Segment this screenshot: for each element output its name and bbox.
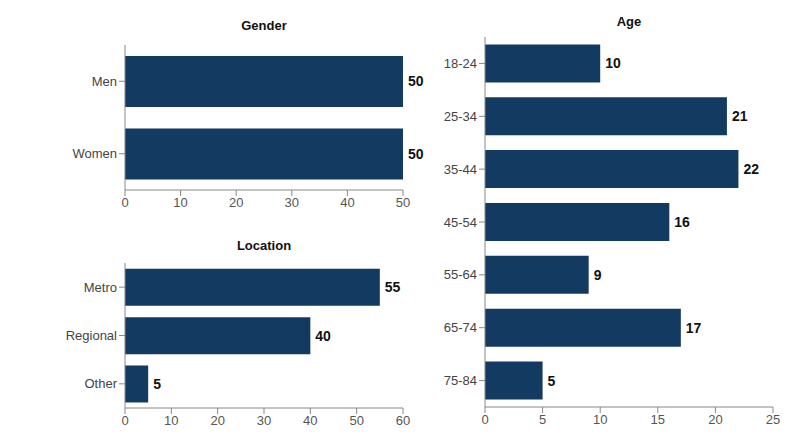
svg-text:40: 40 [340, 195, 354, 210]
svg-text:21: 21 [732, 108, 748, 124]
svg-text:75-84: 75-84 [444, 373, 477, 388]
svg-text:65-74: 65-74 [444, 320, 477, 335]
svg-text:Men: Men [92, 74, 117, 89]
svg-text:20: 20 [229, 195, 243, 210]
svg-text:Regional: Regional [66, 328, 117, 343]
svg-text:5: 5 [153, 376, 161, 392]
svg-text:25-34: 25-34 [444, 109, 477, 124]
svg-text:50: 50 [408, 73, 424, 89]
svg-text:10: 10 [164, 413, 178, 428]
svg-text:9: 9 [594, 267, 602, 283]
svg-text:55-64: 55-64 [444, 267, 477, 282]
svg-text:17: 17 [686, 320, 702, 336]
svg-text:40: 40 [303, 413, 317, 428]
svg-text:30: 30 [285, 195, 299, 210]
svg-text:50: 50 [349, 413, 363, 428]
svg-text:10: 10 [593, 412, 607, 427]
svg-text:Other: Other [84, 376, 117, 391]
svg-text:Metro: Metro [84, 280, 117, 295]
svg-text:10: 10 [605, 55, 621, 71]
svg-text:5: 5 [539, 412, 546, 427]
svg-text:15: 15 [651, 412, 665, 427]
svg-text:5: 5 [548, 373, 556, 389]
svg-text:50: 50 [408, 146, 424, 162]
svg-text:50: 50 [396, 195, 410, 210]
svg-text:16: 16 [674, 214, 690, 230]
svg-text:30: 30 [257, 413, 271, 428]
html-text:Gender: Gender [241, 18, 287, 33]
svg-text:40: 40 [315, 328, 331, 344]
svg-text:60: 60 [396, 413, 410, 428]
svg-text:18-24: 18-24 [444, 56, 477, 71]
svg-text:55: 55 [385, 279, 401, 295]
svg-text:20: 20 [210, 413, 224, 428]
html-text:Location: Location [236, 238, 292, 253]
svg-text:0: 0 [121, 195, 128, 210]
svg-text:35-44: 35-44 [444, 162, 477, 177]
svg-text:Women: Women [72, 146, 117, 161]
svg-text:22: 22 [743, 161, 759, 177]
html-text:Age: Age [616, 14, 642, 29]
svg-text:10: 10 [173, 195, 187, 210]
svg-text:45-54: 45-54 [444, 215, 477, 230]
svg-text:0: 0 [481, 412, 488, 427]
svg-text:0: 0 [121, 413, 128, 428]
svg-text:20: 20 [708, 412, 722, 427]
svg-text:25: 25 [766, 412, 780, 427]
